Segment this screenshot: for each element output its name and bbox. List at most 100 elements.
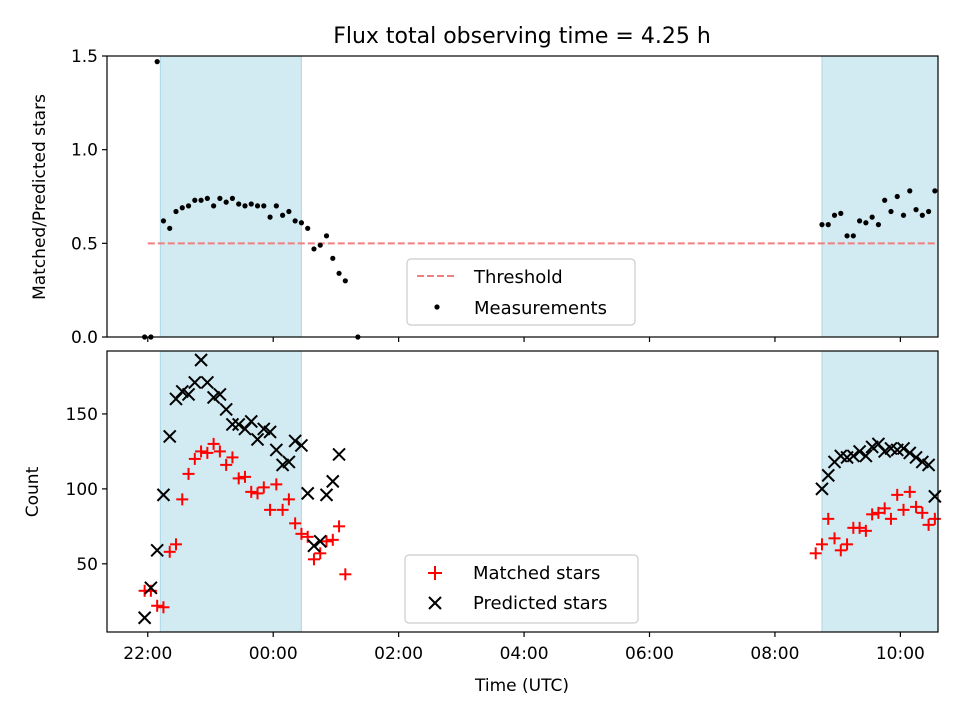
- matched-star-marker: [213, 445, 226, 458]
- measurement-point: [173, 208, 179, 215]
- measurement-point: [925, 208, 932, 215]
- predicted-star-marker: [852, 444, 867, 459]
- matched-star-marker: [903, 485, 916, 498]
- x-tick-label: 06:00: [625, 644, 674, 664]
- top-y-tick-label: 0.5: [71, 234, 98, 254]
- predicted-star-marker: [294, 438, 309, 453]
- matched-star-marker: [257, 481, 270, 494]
- predicted-star-marker: [225, 417, 240, 432]
- measurement-point: [888, 208, 894, 215]
- predicted-star-marker: [909, 450, 923, 465]
- x-tick-label: 02:00: [374, 644, 423, 664]
- measurement-point: [342, 278, 348, 284]
- predicted-star-marker: [150, 543, 164, 558]
- matched-star-marker: [151, 599, 164, 612]
- x-tick-label: 00:00: [249, 644, 298, 664]
- predicted-star-marker: [319, 488, 334, 502]
- legend-predicted-marker: [428, 596, 442, 610]
- measurement-point: [819, 222, 825, 228]
- top-y-tick-label: 0.0: [71, 328, 98, 348]
- matched-star-marker: [872, 506, 885, 519]
- top-shaded-interval-1: [821, 56, 938, 337]
- predicted-star-marker: [896, 441, 911, 456]
- measurement-point: [311, 246, 317, 252]
- measurement-point: [154, 59, 160, 65]
- predicted-star-marker: [219, 402, 233, 417]
- matched-star-marker: [282, 493, 295, 506]
- matched-star-marker: [828, 532, 841, 545]
- top-plot-frame: [106, 55, 939, 338]
- matched-star-marker: [878, 502, 891, 515]
- measurement-point: [844, 233, 850, 239]
- matched-star-marker: [326, 533, 339, 546]
- x-tick-label: 08:00: [750, 644, 799, 664]
- predicted-star-marker: [188, 375, 202, 390]
- measurement-point: [229, 195, 236, 201]
- chart-title: Flux total observing time = 4.25 h: [333, 24, 711, 49]
- bottom-panel: 50 100 150 22:00 00:00 02:00 04:00 06:00 08:00 10…: [23, 350, 942, 696]
- measurement-point: [336, 270, 342, 276]
- matched-star-marker: [891, 488, 904, 501]
- matched-star-marker: [928, 512, 941, 525]
- x-tick-label: 10:00: [876, 644, 925, 664]
- x-tick-label: 22:00: [123, 644, 172, 664]
- measurement-point: [305, 225, 311, 231]
- matched-star-marker: [163, 545, 176, 558]
- measurement-point: [179, 205, 185, 211]
- measurement-point: [907, 188, 913, 194]
- matched-star-marker: [897, 503, 910, 516]
- bottom-y-tick-label: 100: [66, 480, 98, 500]
- measurement-point: [869, 214, 875, 220]
- measurement-point: [236, 201, 242, 207]
- matched-star-marker: [320, 535, 333, 548]
- measurement-point: [317, 242, 323, 248]
- predicted-star-marker: [815, 482, 829, 496]
- matched-star-marker: [157, 601, 170, 614]
- matched-star-marker: [884, 512, 897, 525]
- matched-star-marker: [182, 467, 195, 480]
- predicted-star-marker: [137, 611, 152, 625]
- measurement-point: [894, 193, 900, 200]
- measurement-point: [248, 201, 254, 207]
- predicted-star-marker: [859, 449, 873, 463]
- measurement-point: [204, 195, 210, 201]
- matched-star-marker: [910, 500, 923, 513]
- top-panel: 0.0 0.5 1.0 1.5 Matched/Predicted stars Thr…: [30, 47, 939, 348]
- legend-measurement-marker: [434, 304, 440, 310]
- matched-star-marker: [270, 478, 283, 491]
- bottom-y-tick-label: 50: [76, 555, 98, 575]
- top-y-tick-label: 1.0: [71, 141, 98, 161]
- measurement-point: [273, 203, 279, 209]
- bottom-legend: Matched stars Predicted stars: [404, 554, 639, 624]
- legend-predicted-label: Predicted stars: [473, 593, 607, 614]
- measurement-point: [217, 195, 223, 201]
- predicted-star-marker: [288, 434, 302, 448]
- measurement-point: [919, 212, 925, 218]
- matched-star-marker: [238, 470, 251, 483]
- matched-star-marker: [307, 553, 320, 566]
- matched-star-marker: [169, 538, 182, 551]
- matched-star-marker: [866, 508, 879, 521]
- legend-matched-label: Matched stars: [473, 563, 600, 584]
- matched-star-marker: [853, 521, 866, 534]
- matched-star-marker: [264, 503, 277, 516]
- matched-star-marker: [195, 445, 208, 458]
- predicted-star-marker: [156, 488, 171, 502]
- matched-star-marker: [822, 512, 835, 525]
- bottom-plot-frame: [106, 350, 939, 633]
- measurement-point: [298, 220, 305, 226]
- measurement-point: [863, 220, 869, 226]
- matched-star-marker: [226, 451, 239, 464]
- measurement-point: [292, 218, 298, 224]
- matched-star-marker: [245, 485, 258, 498]
- top-y-tick-label: 1.5: [71, 47, 98, 67]
- predicted-star-marker: [313, 534, 327, 549]
- measurement-point: [198, 197, 204, 203]
- measurement-point: [286, 208, 292, 215]
- measurement-point: [330, 255, 336, 261]
- matched-star-marker: [220, 458, 233, 471]
- measurement-point: [242, 203, 248, 209]
- matched-star-marker: [859, 524, 872, 537]
- measurement-point: [831, 212, 838, 218]
- legend-measurements-label: Measurements: [474, 298, 607, 319]
